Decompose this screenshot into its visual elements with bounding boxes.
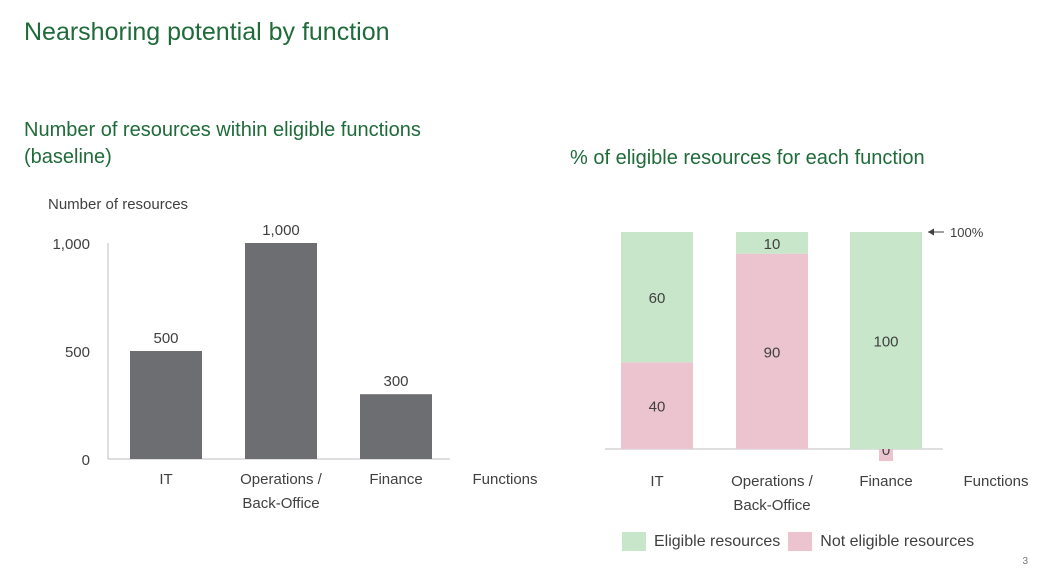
x-axis-label: Functions <box>963 473 1028 490</box>
x-tick-line: Back-Office <box>733 497 810 514</box>
segment-label-eligible-it: 60 <box>649 290 666 307</box>
y-tick-label-500: 500 <box>65 344 90 361</box>
segment-label-not-eligible-finance: 0 <box>882 442 890 459</box>
segment-eligible-it <box>621 232 693 363</box>
segment-label-eligible-finance: 100 <box>873 334 898 351</box>
x-tick-line: Finance <box>859 473 912 490</box>
y-tick-label-0: 0 <box>82 452 90 469</box>
legend-swatch-not-eligible <box>788 532 813 551</box>
legend: Eligible resources Not eligible resource… <box>622 532 982 551</box>
x-tick-label-finance: Finance <box>369 471 422 488</box>
y-tick-label-1000: 1,000 <box>52 236 90 253</box>
value-label-it: 500 <box>153 330 178 347</box>
y-axis-label: Number of resources <box>48 196 188 213</box>
segment-not-eligible-it <box>621 362 693 449</box>
segment-label-eligible-operations-back-office: 10 <box>764 236 781 253</box>
legend-swatch-eligible <box>622 532 646 551</box>
segment-eligible-operations-back-office <box>736 232 808 254</box>
annotation-100-percent: 100% <box>950 225 984 240</box>
legend-label-eligible: Eligible resources <box>654 532 781 550</box>
page-title: Nearshoring potential by function <box>24 18 390 46</box>
annotation-arrowhead <box>928 228 934 236</box>
bar-it <box>130 351 202 459</box>
segment-label-not-eligible-operations-back-office: 90 <box>764 344 781 361</box>
segment-label-not-eligible-it: 40 <box>649 399 666 416</box>
x-tick-line: Finance <box>369 471 422 488</box>
left-bar-chart: Number of resources 0 500 1,000 500 IT 1,000 O… <box>48 196 538 512</box>
bar-finance <box>360 394 432 459</box>
x-tick-line: Operations / <box>240 471 323 488</box>
bar-operations-back-office <box>245 243 317 459</box>
x-tick-label-operations-back-office: Operations / Back-Office <box>731 473 814 514</box>
segment-eligible-finance <box>850 232 922 449</box>
legend-item-eligible: Eligible resources <box>622 532 780 551</box>
x-tick-line: IT <box>159 471 172 488</box>
page-number: 3 <box>1022 556 1028 567</box>
value-label-finance: 300 <box>383 373 408 390</box>
x-tick-line: IT <box>650 473 663 490</box>
segment-not-eligible-operations-back-office <box>736 253 808 449</box>
legend-item-not-eligible: Not eligible resources <box>788 532 974 551</box>
x-tick-line: Operations / <box>731 473 814 490</box>
right-chart-title: % of eligible resources for each functio… <box>570 147 925 169</box>
legend-label-not-eligible: Not eligible resources <box>820 532 975 550</box>
x-tick-label-it: IT <box>159 471 172 488</box>
right-stacked-chart: 40 60 IT 90 10 Operations / Back-Office 0 100 Fin… <box>605 225 1029 514</box>
value-label-operations-back-office: 1,000 <box>262 222 300 239</box>
x-tick-label-finance: Finance <box>859 473 912 490</box>
x-tick-line: Back-Office <box>242 495 319 512</box>
x-axis-label: Functions <box>472 471 537 488</box>
x-tick-label-it: IT <box>650 473 663 490</box>
x-tick-label-operations-back-office: Operations / Back-Office <box>240 471 323 512</box>
left-chart-title: Number of resources within eligible func… <box>24 119 421 168</box>
